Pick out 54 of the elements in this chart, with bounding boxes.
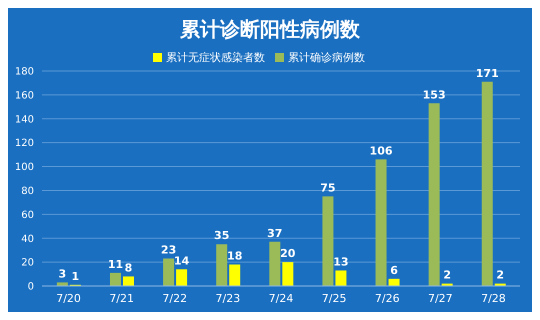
data-label: 2 (496, 268, 504, 282)
bar (122, 276, 134, 286)
bar (176, 269, 188, 286)
data-label: 20 (280, 247, 296, 260)
bar (163, 258, 174, 286)
data-label: 1 (72, 270, 80, 283)
data-label: 8 (124, 261, 132, 274)
data-label: 18 (227, 250, 242, 262)
bar (216, 244, 228, 286)
y-tick-label: 80 (21, 186, 34, 197)
y-tick-label: 160 (14, 90, 34, 102)
data-label: 14 (174, 254, 190, 268)
data-label: 171 (476, 66, 499, 80)
bar (428, 103, 440, 286)
y-tick-label: 20 (21, 258, 34, 269)
x-tick-label: 7/22 (162, 292, 188, 305)
bar (388, 278, 400, 286)
bar (110, 272, 121, 286)
x-tick-label: 7/26 (374, 292, 400, 305)
data-label: 6 (390, 264, 398, 277)
data-label: 153 (422, 88, 446, 102)
data-label: 3 (58, 267, 66, 280)
data-label: 37 (267, 226, 282, 240)
x-tick-label: 7/20 (56, 292, 81, 305)
y-tick-label: 120 (14, 138, 34, 150)
bar (482, 82, 493, 286)
bar (322, 196, 334, 286)
data-label: 75 (320, 181, 336, 194)
data-label: 11 (108, 258, 124, 271)
x-tick-label: 7/23 (216, 292, 240, 305)
bar (335, 270, 346, 286)
x-tick-label: 7/21 (109, 292, 134, 305)
data-label: 23 (160, 244, 176, 257)
bar (229, 264, 240, 286)
legend-label: 累计无症状感染者数 (166, 51, 265, 64)
legend-label: 累计确诊病例数 (288, 51, 365, 64)
x-tick-label: 7/25 (322, 292, 346, 305)
y-tick-label: 140 (14, 114, 34, 126)
bar (376, 159, 387, 286)
data-label: 2 (443, 268, 451, 282)
x-tick-label: 7/28 (481, 292, 506, 305)
data-label: 35 (214, 229, 230, 242)
y-tick-label: 100 (14, 162, 34, 174)
data-label: 13 (333, 255, 349, 268)
bar (282, 262, 294, 286)
chart-title: 累计诊断阳性病例数 (179, 16, 361, 43)
y-tick-label: 180 (14, 66, 34, 78)
x-tick-label: 7/24 (268, 292, 294, 305)
data-label: 106 (370, 144, 393, 158)
bar (269, 242, 280, 286)
y-tick-label: 0 (28, 282, 34, 293)
x-tick-label: 7/27 (428, 292, 453, 305)
y-tick-label: 40 (21, 234, 34, 245)
y-tick-label: 60 (21, 210, 34, 221)
